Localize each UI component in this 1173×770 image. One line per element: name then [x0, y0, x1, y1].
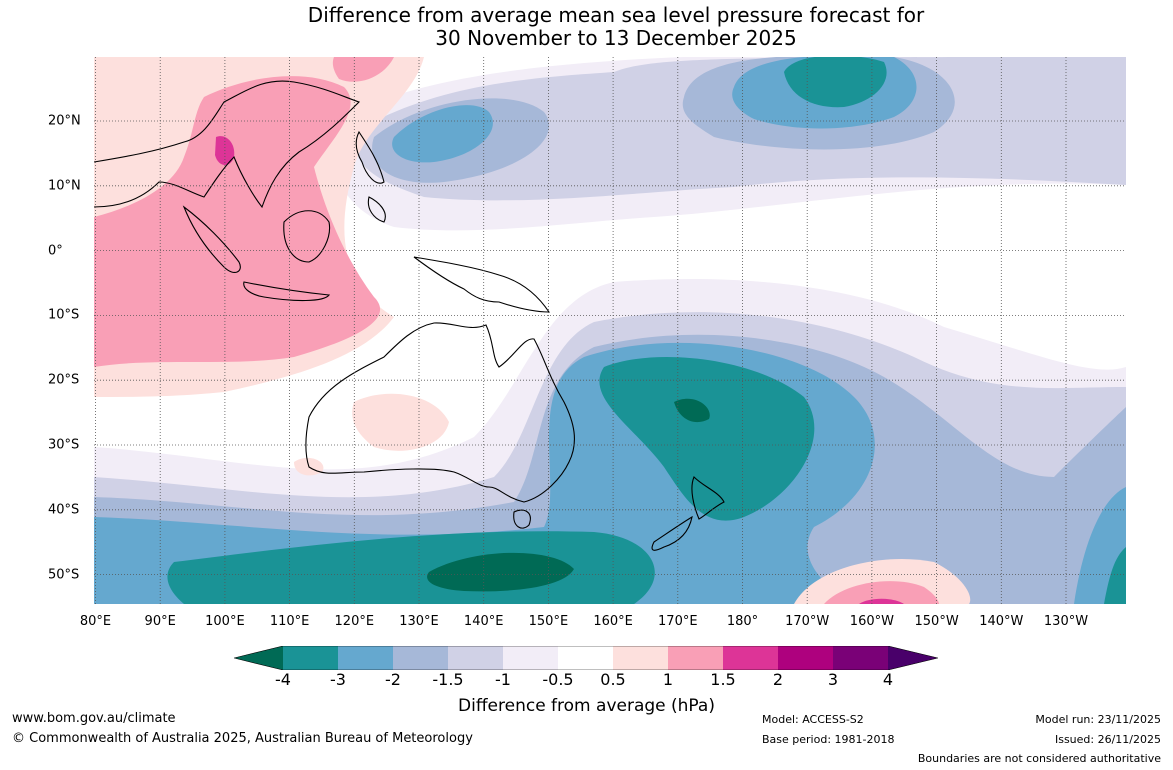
title-line-1: Difference from average mean sea level p…	[307, 3, 925, 27]
x-tick-label: 130°E	[399, 614, 439, 629]
colorbar-segment	[668, 646, 723, 670]
colorbar-segment	[283, 646, 338, 670]
colorbar-label: -2	[385, 670, 401, 689]
x-tick-label: 120°E	[334, 614, 375, 629]
y-tick-label: 0°	[48, 243, 63, 259]
colorbar-label: -1	[495, 670, 511, 689]
java-coastline	[243, 281, 331, 302]
colorbar-segment	[558, 646, 613, 670]
pressure-anomaly-map	[94, 57, 1126, 604]
colorbar-label: 1	[662, 670, 674, 689]
x-tick-label: 100°E	[205, 614, 245, 629]
base-period-text: Base period: 1981-2018	[762, 733, 895, 746]
anomaly-region-pos-15-se	[859, 598, 904, 604]
x-tick-label: 140°E	[463, 614, 504, 629]
new-guinea-coastline	[413, 256, 551, 313]
issued-text: Issued: 26/11/2025	[1054, 733, 1161, 746]
colorbar-segment	[833, 646, 888, 670]
coastlines	[94, 80, 725, 551]
australia-coastline	[305, 322, 575, 503]
y-tick-label: 20°N	[48, 113, 81, 129]
graticule	[94, 57, 1126, 604]
colorbar-segment	[503, 646, 558, 670]
colorbar-label: -4	[275, 670, 291, 689]
anomaly-region-neg-3-south	[167, 357, 1126, 604]
anomaly-region-neg-2-north	[392, 57, 917, 163]
x-tick-label: 150°W	[914, 614, 959, 629]
colorbar-extend-high	[888, 646, 938, 670]
philippines-coastline	[355, 130, 386, 223]
anomaly-region-pos-1-se	[824, 581, 939, 604]
model-run-text: Model run: 23/11/2025	[1035, 713, 1161, 726]
y-tick-label: 10°S	[48, 307, 80, 323]
y-tick-label: 10°N	[48, 178, 81, 194]
x-tick-label: 130°W	[1043, 614, 1089, 629]
anomaly-region-neg-2-south	[94, 342, 1126, 604]
colorbar-label: 4	[882, 670, 894, 689]
x-tick-label: 90°E	[144, 614, 176, 629]
copyright-text: © Commonwealth of Australia 2025, Austra…	[12, 731, 473, 746]
x-tick-label: 180°	[726, 614, 759, 629]
website-link[interactable]: www.bom.gov.au/climate	[12, 711, 176, 726]
x-tick-label: 170°E	[658, 614, 698, 629]
anomaly-region-pos-05-aus	[294, 393, 449, 476]
colorbar-label: 0.5	[600, 670, 626, 689]
colorbar-label: 3	[827, 670, 839, 689]
colorbar-title: Difference from average (hPa)	[458, 696, 715, 716]
x-tick-label: 110°E	[269, 614, 310, 629]
disclaimer-text: Boundaries are not considered authoritat…	[917, 752, 1161, 765]
x-tick-label: 160°E	[593, 614, 633, 629]
colorbar-label: 2	[772, 670, 784, 689]
colorbar-segment	[613, 646, 668, 670]
colorbar-label: 1.5	[710, 670, 736, 689]
chart-title: Difference from average mean sea level p…	[0, 4, 1173, 50]
x-tick-label: 80°E	[79, 614, 112, 629]
anomaly-region-pos-1-west	[94, 57, 394, 367]
colorbar-segment	[338, 646, 393, 670]
title-line-2: 30 November to 13 December 2025	[435, 26, 797, 50]
y-tick-label: 30°S	[48, 437, 80, 453]
colorbar-extend-low	[234, 646, 283, 670]
colorbar-segment	[723, 646, 778, 670]
colorbar-segment	[448, 646, 503, 670]
y-tick-label: 20°S	[48, 372, 80, 388]
sumatra-coastline	[182, 205, 241, 273]
colorbar-segment	[778, 646, 833, 670]
colorbar-segment	[393, 646, 448, 670]
colorbar-label: -0.5	[542, 670, 574, 689]
y-tick-label: 50°S	[48, 567, 80, 583]
x-tick-label: 150°E	[528, 614, 569, 629]
x-tick-label: 170°W	[785, 614, 830, 629]
y-tick-label: 40°S	[48, 502, 80, 518]
anomaly-region-neg-4-south	[427, 398, 710, 592]
tasmania-coastline	[513, 509, 531, 529]
colorbar	[234, 646, 938, 670]
x-tick-label: 140°W	[979, 614, 1024, 629]
anomaly-region-neg-3-north	[784, 57, 887, 108]
borneo-coastline	[283, 210, 331, 263]
new-zealand-north-coastline	[691, 476, 725, 520]
colorbar-label: -3	[330, 670, 346, 689]
model-text: Model: ACCESS-S2	[762, 713, 864, 726]
colorbar-label: -1.5	[432, 670, 464, 689]
new-zealand-south-coastline	[651, 515, 693, 551]
x-tick-label: 160°W	[849, 614, 894, 629]
